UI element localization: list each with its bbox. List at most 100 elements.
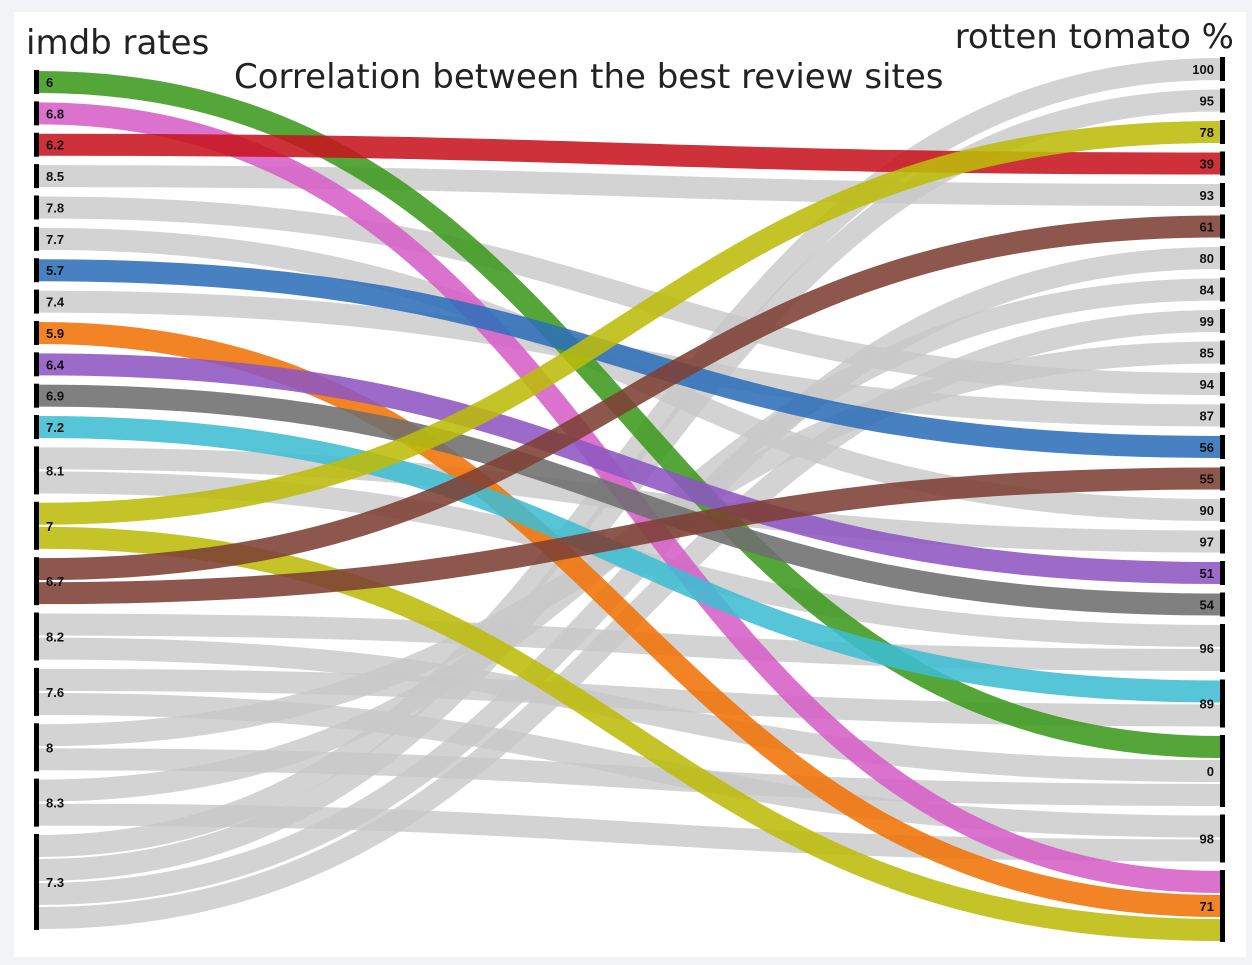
right-node-label-96: 96 <box>1200 641 1214 656</box>
right-node-87 <box>1220 403 1225 428</box>
link-6.7-to-61 <box>38 215 1221 581</box>
right-node-97 <box>1220 529 1225 554</box>
link-6.7-to-55 <box>38 467 1221 605</box>
link-8.2-to-0 <box>38 637 1221 782</box>
left-node-label-7.3: 7.3 <box>46 875 64 890</box>
left-node-label-7: 7 <box>46 519 53 534</box>
right-node-61 <box>1220 214 1225 239</box>
sankey-chart: 6 6.8 6.2 8.5 7.8 7.7 5.7 7.4 5.9 6.4 6.9 7.2 8.1 7 6.… <box>26 17 1234 942</box>
right-node-55 <box>1220 466 1225 491</box>
right-node-78 <box>1220 120 1225 144</box>
right-node-0 <box>1220 735 1225 807</box>
left-node-label-8.1: 8.1 <box>46 463 64 478</box>
left-node-label-7.8: 7.8 <box>46 200 64 215</box>
left-node-8.1 <box>34 446 39 495</box>
left-node-label-7.2: 7.2 <box>46 420 64 435</box>
right-node-label-90: 90 <box>1200 503 1214 518</box>
left-node-label-7.4: 7.4 <box>46 295 65 310</box>
left-node-6 <box>34 70 39 94</box>
right-node-80 <box>1220 246 1225 270</box>
chart-title: Correlation between the best review site… <box>234 57 943 97</box>
right-node-99 <box>1220 309 1225 333</box>
left-node-7.2 <box>34 415 39 440</box>
right-node-label-71: 71 <box>1200 899 1214 914</box>
link-7-to-71 <box>38 526 1221 941</box>
right-axis-label: rotten tomato % <box>955 17 1234 57</box>
left-node-6.8 <box>34 101 39 126</box>
left-node-label-7.7: 7.7 <box>46 232 64 247</box>
left-node-5.7 <box>34 258 39 283</box>
chart-frame: 6 6.8 6.2 8.5 7.8 7.7 5.7 7.4 5.9 6.4 6.9 7.2 8.1 7 6.… <box>14 12 1246 957</box>
link-6-to-0 <box>38 71 1221 758</box>
right-node-label-93: 93 <box>1200 188 1214 203</box>
right-node-label-56: 56 <box>1200 440 1214 455</box>
right-node-96 <box>1220 624 1225 672</box>
left-node-7.4 <box>34 289 39 314</box>
right-node-label-99: 99 <box>1200 314 1214 329</box>
right-node-56 <box>1220 435 1225 459</box>
left-node-label-6.4: 6.4 <box>46 357 65 372</box>
left-node-7 <box>34 501 39 550</box>
left-node-6.4 <box>34 352 39 377</box>
right-node-label-97: 97 <box>1200 535 1214 550</box>
left-node-5.9 <box>34 320 39 345</box>
left-node-8.5 <box>34 164 39 189</box>
left-node-label-8.5: 8.5 <box>46 169 64 184</box>
right-node-label-39: 39 <box>1200 157 1214 172</box>
right-node-label-61: 61 <box>1200 220 1214 235</box>
right-node-label-87: 87 <box>1200 409 1214 424</box>
left-node-6.2 <box>34 132 39 157</box>
right-node-71 <box>1220 870 1225 942</box>
right-node-93 <box>1220 183 1225 207</box>
left-node-6.7 <box>34 557 39 606</box>
left-node-7.7 <box>34 226 39 251</box>
right-node-label-54: 54 <box>1200 598 1215 613</box>
link-6.9-to-54 <box>38 384 1221 616</box>
left-node-label-6.8: 6.8 <box>46 106 64 121</box>
left-node-label-8.2: 8.2 <box>46 630 64 645</box>
left-node-7.8 <box>34 195 39 220</box>
right-node-95 <box>1220 88 1225 113</box>
right-node-85 <box>1220 340 1225 365</box>
link-6.4-to-51 <box>38 353 1221 584</box>
left-axis-label: imdb rates <box>26 23 209 63</box>
left-node-label-5.9: 5.9 <box>46 326 64 341</box>
left-node-label-6.2: 6.2 <box>46 138 64 153</box>
left-node-6.9 <box>34 383 39 408</box>
left-node-label-6: 6 <box>46 75 53 90</box>
right-node-100 <box>1220 57 1225 81</box>
right-node-label-55: 55 <box>1200 472 1214 487</box>
link-7.2-to-89 <box>38 416 1221 703</box>
right-node-label-80: 80 <box>1200 251 1214 266</box>
right-node-label-94: 94 <box>1200 377 1215 392</box>
right-node-90 <box>1220 498 1225 522</box>
links-layer <box>38 58 1221 941</box>
labels-layer: 6 6.8 6.2 8.5 7.8 7.7 5.7 7.4 5.9 6.4 6.9 7.2 8.1 7 6.… <box>46 62 1215 914</box>
right-node-label-100: 100 <box>1192 62 1214 77</box>
left-node-label-6.7: 6.7 <box>46 574 64 589</box>
right-node-54 <box>1220 592 1225 617</box>
right-node-label-98: 98 <box>1200 832 1214 847</box>
nodes-layer <box>34 57 1225 942</box>
right-node-94 <box>1220 372 1225 396</box>
right-node-84 <box>1220 277 1225 302</box>
link-8.2-to-96 <box>38 613 1221 671</box>
right-node-label-78: 78 <box>1200 125 1214 140</box>
link-8.5-to-93 <box>38 165 1221 206</box>
right-node-89 <box>1220 679 1225 728</box>
left-node-label-6.9: 6.9 <box>46 389 64 404</box>
left-node-7.3 <box>34 834 39 930</box>
link-7-to-78 <box>38 121 1221 525</box>
right-node-label-84: 84 <box>1200 283 1215 298</box>
left-node-label-8.3: 8.3 <box>46 796 64 811</box>
right-node-label-85: 85 <box>1200 346 1214 361</box>
right-node-label-89: 89 <box>1200 697 1214 712</box>
left-node-7.6 <box>34 667 39 716</box>
right-node-label-0: 0 <box>1207 764 1214 779</box>
left-node-label-8: 8 <box>46 740 53 755</box>
link-5.7-to-56 <box>38 259 1221 458</box>
right-node-label-51: 51 <box>1200 566 1214 581</box>
right-node-label-95: 95 <box>1200 94 1214 109</box>
right-node-51 <box>1220 561 1225 585</box>
link-7.3-to-80 <box>38 247 1221 905</box>
